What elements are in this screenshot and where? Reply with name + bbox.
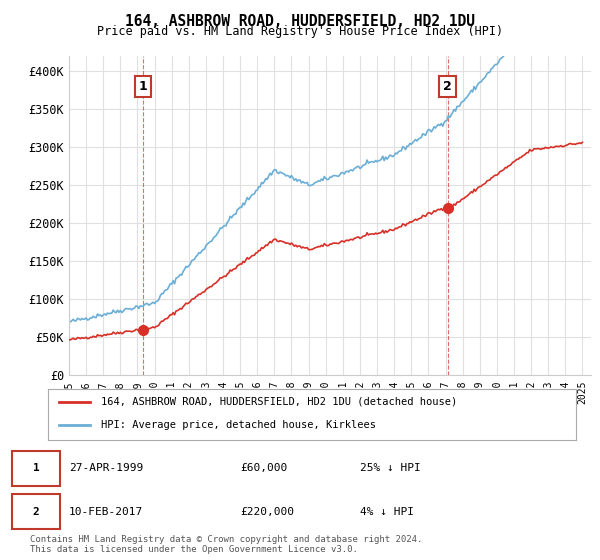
Text: 4% ↓ HPI: 4% ↓ HPI [360,507,414,517]
Text: 164, ASHBROW ROAD, HUDDERSFIELD, HD2 1DU (detached house): 164, ASHBROW ROAD, HUDDERSFIELD, HD2 1DU… [101,397,457,407]
Text: HPI: Average price, detached house, Kirklees: HPI: Average price, detached house, Kirk… [101,421,376,431]
Text: 1: 1 [139,80,148,93]
Text: 164, ASHBROW ROAD, HUDDERSFIELD, HD2 1DU: 164, ASHBROW ROAD, HUDDERSFIELD, HD2 1DU [125,14,475,29]
Text: 2: 2 [32,507,40,517]
Text: Price paid vs. HM Land Registry's House Price Index (HPI): Price paid vs. HM Land Registry's House … [97,25,503,38]
Text: 10-FEB-2017: 10-FEB-2017 [69,507,143,517]
Text: 2: 2 [443,80,452,93]
Text: £220,000: £220,000 [240,507,294,517]
FancyBboxPatch shape [12,494,60,529]
Text: 25% ↓ HPI: 25% ↓ HPI [360,463,421,473]
Text: 27-APR-1999: 27-APR-1999 [69,463,143,473]
FancyBboxPatch shape [12,451,60,486]
Text: Contains HM Land Registry data © Crown copyright and database right 2024.
This d: Contains HM Land Registry data © Crown c… [30,535,422,554]
Text: £60,000: £60,000 [240,463,287,473]
Text: 1: 1 [32,463,40,473]
